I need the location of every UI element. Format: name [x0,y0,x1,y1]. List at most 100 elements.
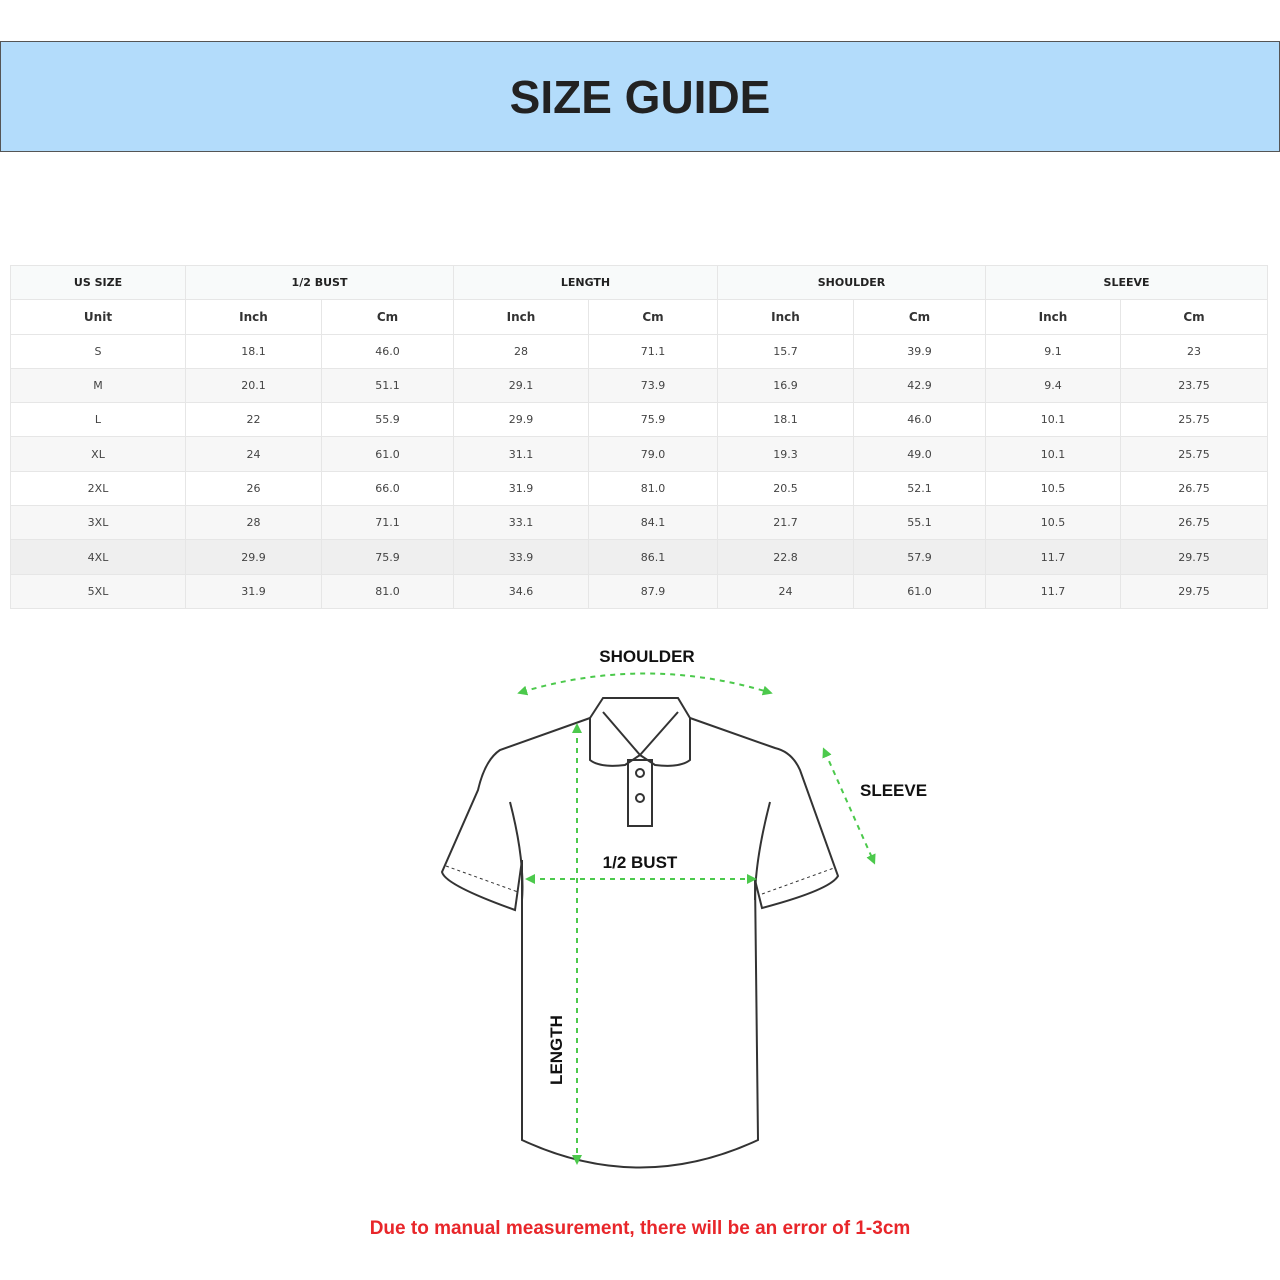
value-cell: 31.9 [453,470,589,507]
value-cell: 29.1 [453,367,589,404]
header-length: LENGTH [453,264,718,301]
value-cell: 25.75 [1120,402,1269,438]
table-header-row: US SIZE 1/2 BUST LENGTH SHOULDER SLEEVE [10,264,1269,301]
value-cell: 33.9 [453,539,589,575]
table-row: M 20.1 51.1 29.1 73.9 16.9 42.9 9.4 23.75 [10,367,1269,404]
value-cell: 34.6 [453,573,589,609]
value-cell: 22.8 [717,539,854,575]
value-cell: 11.7 [985,573,1122,609]
header-us-size: US SIZE [10,264,186,301]
value-cell: 66.0 [321,470,454,507]
value-cell: 61.0 [321,436,454,472]
unit-cell: Cm [588,299,718,335]
table-row: 2XL 26 66.0 31.9 81.0 20.5 52.1 10.5 26.75 [10,470,1269,507]
value-cell: 33.1 [453,505,589,541]
value-cell: 31.1 [453,436,589,472]
size-cell: L [10,402,186,438]
value-cell: 61.0 [852,573,987,609]
value-cell: 55.9 [321,402,454,438]
value-cell: 16.9 [717,367,854,404]
value-cell: 26.75 [1120,505,1269,541]
value-cell: 29.9 [185,539,322,575]
value-cell: 71.1 [321,505,454,541]
value-cell: 81.0 [588,470,718,507]
unit-cell: Inch [453,299,589,335]
value-cell: 31.9 [185,573,322,609]
value-cell: 46.0 [852,402,987,438]
value-cell: 42.9 [852,367,987,404]
value-cell: 23 [1120,333,1269,369]
value-cell: 21.7 [717,505,854,541]
value-cell: 26 [185,470,322,507]
value-cell: 15.7 [717,333,854,369]
shoulder-label: SHOULDER [599,647,694,666]
value-cell: 23.75 [1120,367,1269,404]
table-row: 5XL 31.9 81.0 34.6 87.9 24 61.0 11.7 29.75 [10,573,1269,609]
table-row: XL 24 61.0 31.1 79.0 19.3 49.0 10.1 25.75 [10,436,1269,472]
value-cell: 75.9 [588,402,718,438]
value-cell: 10.5 [985,470,1122,507]
length-label: LENGTH [547,1015,566,1085]
size-cell: 2XL [10,470,186,507]
value-cell: 9.4 [985,367,1122,404]
value-cell: 28 [453,333,589,369]
value-cell: 29.75 [1120,539,1269,575]
value-cell: 20.1 [185,367,322,404]
value-cell: 19.3 [717,436,854,472]
value-cell: 18.1 [717,402,854,438]
value-cell: 79.0 [588,436,718,472]
value-cell: 71.1 [588,333,718,369]
title-banner: SIZE GUIDE [0,41,1280,152]
size-cell: 4XL [10,539,186,575]
sleeve-arrow [822,747,876,865]
unit-cell: Cm [1120,299,1269,335]
header-bust: 1/2 BUST [185,264,454,301]
sleeve-label: SLEEVE [860,781,927,800]
measurement-note: Due to manual measurement, there will be… [369,1218,911,1239]
value-cell: 87.9 [588,573,718,609]
value-cell: 18.1 [185,333,322,369]
table-row: 4XL 29.9 75.9 33.9 86.1 22.8 57.9 11.7 29.75 [10,539,1269,575]
value-cell: 86.1 [588,539,718,575]
unit-cell: Inch [717,299,854,335]
value-cell: 24 [717,573,854,609]
unit-cell: Cm [852,299,987,335]
value-cell: 46.0 [321,333,454,369]
header-sleeve: SLEEVE [985,264,1269,301]
value-cell: 24 [185,436,322,472]
value-cell: 51.1 [321,367,454,404]
value-cell: 52.1 [852,470,987,507]
unit-cell: Unit [10,299,186,335]
value-cell: 81.0 [321,573,454,609]
value-cell: 39.9 [852,333,987,369]
value-cell: 11.7 [985,539,1122,575]
page-title: SIZE GUIDE [509,70,771,123]
header-shoulder: SHOULDER [716,264,987,301]
value-cell: 49.0 [852,436,987,472]
value-cell: 28 [185,505,322,541]
value-cell: 55.1 [852,505,987,541]
value-cell: 26.75 [1120,470,1269,507]
shirt-diagram: SHOULDER SLEEVE 1/2 BUST LENGTH [440,647,927,1169]
value-cell: 29.75 [1120,573,1269,609]
unit-cell: Inch [185,299,322,335]
value-cell: 84.1 [588,505,718,541]
table-row: 3XL 28 71.1 33.1 84.1 21.7 55.1 10.5 26.75 [10,505,1269,541]
size-cell: 3XL [10,505,186,541]
value-cell: 29.9 [453,402,589,438]
bust-label: 1/2 BUST [603,853,678,872]
table-row: L 22 55.9 29.9 75.9 18.1 46.0 10.1 25.75 [10,402,1269,438]
value-cell: 57.9 [852,539,987,575]
value-cell: 10.5 [985,505,1122,541]
value-cell: 75.9 [321,539,454,575]
table-row: S 18.1 46.0 28 71.1 15.7 39.9 9.1 23 [10,333,1269,369]
size-cell: XL [10,436,186,472]
size-cell: 5XL [10,573,186,609]
value-cell: 10.1 [985,402,1122,438]
value-cell: 20.5 [717,470,854,507]
size-cell: M [10,367,186,404]
shoulder-arrow [517,672,773,696]
units-row: Unit Inch Cm Inch Cm Inch Cm Inch Cm [10,299,1269,335]
unit-cell: Inch [985,299,1122,335]
value-cell: 25.75 [1120,436,1269,472]
